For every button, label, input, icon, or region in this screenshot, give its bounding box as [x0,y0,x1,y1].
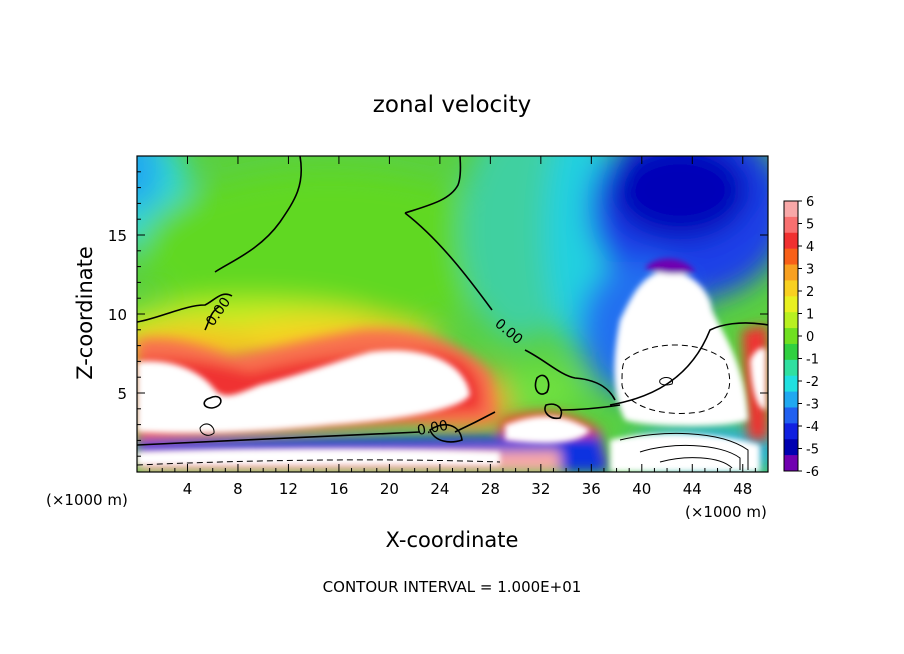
colorbar-swatch [784,423,798,440]
colorbar-tick-label: 6 [806,195,814,210]
x-axis-label: X-coordinate [386,528,519,552]
x-unit-label-left: (×1000 m) [46,491,128,509]
colorbar-swatch [784,248,798,266]
y-axis-ticks: 5 10 15 [108,171,768,457]
x-axis-ticks: 4 8 12 16 20 24 28 32 36 40 44 48 [149,156,756,498]
x-tick-label: 8 [233,480,243,498]
colorbar-swatch [784,201,798,218]
colorbar-swatch [784,439,798,456]
colorbar: 6 5 4 3 2 1 0 -1 -2 -3 -4 -5 -6 [783,195,819,480]
x-tick-label: 12 [279,480,298,498]
x-unit-label-right: (×1000 m) [685,503,767,521]
colorbar-tick-label: -4 [806,420,819,435]
colorbar-tick-label: -6 [806,465,819,480]
x-tick-label: 4 [183,480,193,498]
contour-interval-note: CONTOUR INTERVAL = 1.000E+01 [323,578,582,596]
colorbar-swatch [784,343,798,361]
colorbar-swatch [784,216,798,234]
colorbar-swatch [784,455,798,472]
y-tick-label: 5 [117,385,127,403]
chart-title: zonal velocity [373,92,531,118]
colorbar-swatch [784,359,798,377]
colorbar-tick-label: -2 [806,375,819,390]
x-tick-label: 44 [683,480,702,498]
y-tick-label: 15 [108,227,127,245]
x-tick-label: 36 [582,480,601,498]
colorbar-swatch [784,264,798,281]
y-axis-label: Z-coordinate [73,246,97,380]
colorbar-swatch [784,375,798,393]
colorbar-swatch [784,232,798,250]
x-tick-label: 40 [632,480,651,498]
colorbar-swatch [784,312,798,329]
x-tick-label: 32 [531,480,550,498]
colorbar-swatch [784,407,798,424]
colorbar-tick-label: 0 [806,330,814,345]
colorbar-tick-label: 5 [806,218,814,233]
x-tick-label: 24 [430,480,449,498]
colorbar-tick-label: -1 [806,353,819,368]
contour-lines [137,156,768,470]
colorbar-tick-label: -3 [806,398,819,413]
colorbar-tick-label: 4 [806,240,814,255]
colorbar-tick-label: 1 [806,308,814,323]
colorbar-tick-label: -5 [806,443,819,458]
contour-label-3: 0.00 [416,418,449,439]
colorbar-swatch [784,280,798,297]
x-tick-label: 16 [329,480,348,498]
x-tick-label: 28 [481,480,500,498]
colorbar-swatch [784,296,798,313]
y-tick-label: 10 [108,306,127,324]
x-tick-label: 20 [380,480,399,498]
x-tick-label: 48 [733,480,752,498]
colorbar-tick-label: 3 [806,263,814,278]
heatmap-field [137,156,768,472]
colorbar-swatch [784,391,798,408]
colorbar-tick-label: 2 [806,285,814,300]
colorbar-swatch [784,328,798,345]
